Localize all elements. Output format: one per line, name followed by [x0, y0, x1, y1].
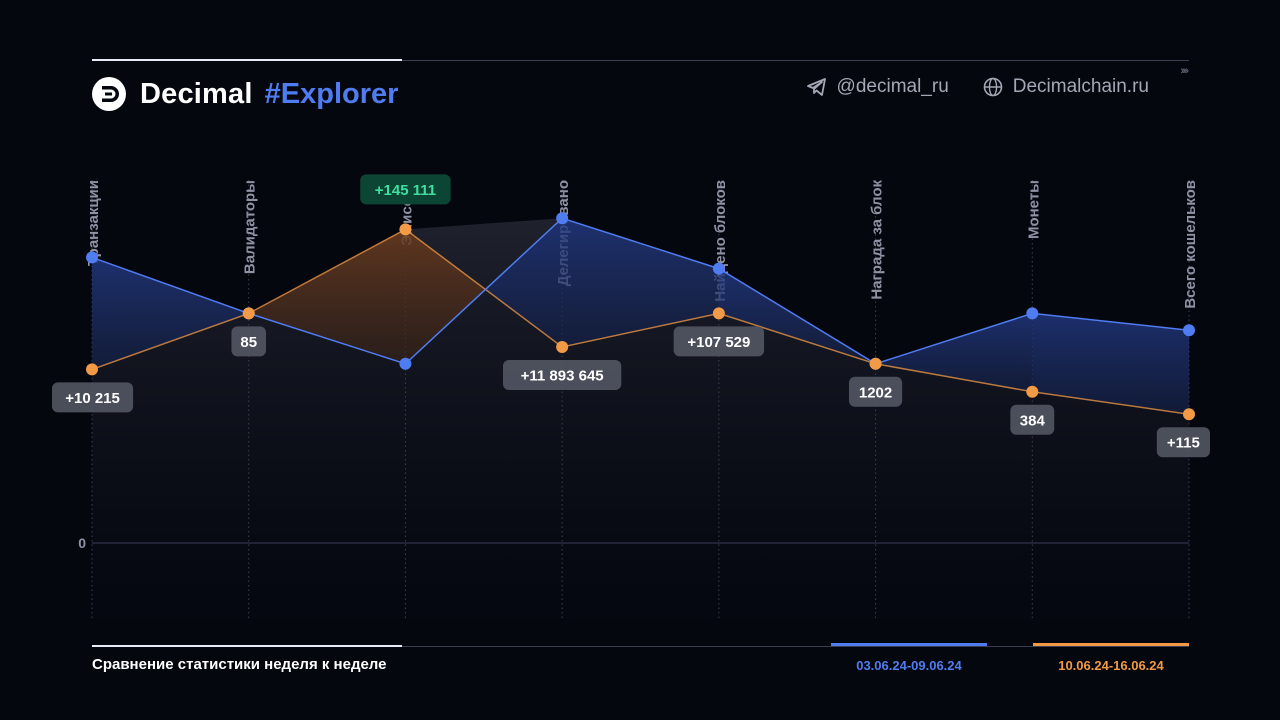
logo[interactable]: Decimal #Explorer — [92, 77, 398, 111]
data-label: +145 111 — [375, 182, 436, 199]
week2-point — [1026, 385, 1039, 398]
difference-area — [1032, 313, 1189, 415]
week1-point — [399, 357, 412, 370]
category-label: Монеты — [1025, 180, 1042, 239]
week2-point — [712, 307, 725, 320]
week2-point — [86, 363, 98, 376]
chevrons-icon: ›››› — [1180, 65, 1189, 77]
website-url: Decimalchain.ru — [1012, 76, 1149, 97]
footer-divider — [92, 646, 1189, 647]
week1-point — [1183, 324, 1195, 337]
difference-area — [485, 218, 563, 347]
category-label: Транзакции — [85, 180, 102, 266]
legend-week1: 03.06.24-09.06.24 — [831, 643, 987, 673]
data-label-box — [848, 376, 903, 407]
difference-area — [405, 229, 486, 364]
series-line-week2 — [91, 228, 1190, 415]
data-label-box — [52, 382, 134, 413]
week2-point — [399, 223, 412, 236]
week2-point — [556, 341, 569, 353]
header-divider — [92, 60, 1189, 61]
telegram-handle: @decimal_ru — [836, 76, 949, 97]
difference-area — [248, 229, 406, 364]
week2-point — [1183, 408, 1195, 421]
week1-point — [86, 251, 98, 264]
category-label: Всего кошельков — [1182, 180, 1199, 309]
data-label-box — [1156, 427, 1210, 458]
globe-icon — [983, 77, 1003, 97]
decimal-logo-icon — [92, 77, 126, 111]
category-label: Награда за блок — [869, 180, 886, 300]
social-links: @decimal_ru Decimalchain.ru — [773, 76, 1149, 98]
website-link[interactable]: Decimalchain.ru — [983, 76, 1149, 98]
data-label: 1202 — [859, 384, 892, 401]
chart-title: Сравнение статистики неделя к неделе — [92, 656, 387, 673]
data-label-box — [1010, 404, 1055, 435]
legend-week1-label: 03.06.24-09.06.24 — [856, 658, 962, 673]
difference-area — [92, 257, 249, 370]
week1-point — [1026, 307, 1039, 320]
data-label: 85 — [240, 334, 257, 351]
week1-point — [712, 262, 725, 275]
data-label: +11 893 645 — [521, 368, 604, 385]
data-label-box — [360, 174, 451, 205]
category-label: Валидаторы — [242, 180, 259, 274]
telegram-icon — [806, 78, 826, 96]
data-label-box — [673, 326, 765, 357]
legend-week2-swatch — [1033, 643, 1189, 646]
difference-area — [562, 218, 719, 347]
data-label: +107 529 — [687, 334, 750, 351]
series-line-week1 — [91, 217, 1190, 365]
difference-area — [875, 313, 1033, 392]
legend-week1-swatch — [831, 643, 987, 646]
data-label: 384 — [1020, 412, 1046, 429]
data-label: +10 215 — [65, 390, 120, 407]
telegram-link[interactable]: @decimal_ru — [806, 76, 949, 98]
y-tick-label: 0 — [78, 535, 86, 551]
header-divider-accent — [92, 59, 402, 61]
week2-point — [242, 307, 255, 320]
comparison-chart: ТранзакцииВалидаторыЭмиссияДелегированоН… — [52, 174, 1210, 620]
legend-week2-label: 10.06.24-16.06.24 — [1058, 658, 1164, 673]
brand-name: Decimal — [140, 77, 253, 110]
legend-week2: 10.06.24-16.06.24 — [1033, 643, 1189, 673]
header: Decimal #Explorer @decimal_ru Decimalcha… — [92, 65, 1189, 116]
data-label-box — [231, 326, 267, 357]
data-label-box — [502, 360, 622, 390]
week1-point — [556, 212, 569, 225]
week2-point — [869, 357, 882, 370]
data-label: +115 — [1167, 435, 1200, 452]
footer-divider-accent — [92, 645, 402, 647]
brand-hashtag: #Explorer — [264, 77, 399, 110]
